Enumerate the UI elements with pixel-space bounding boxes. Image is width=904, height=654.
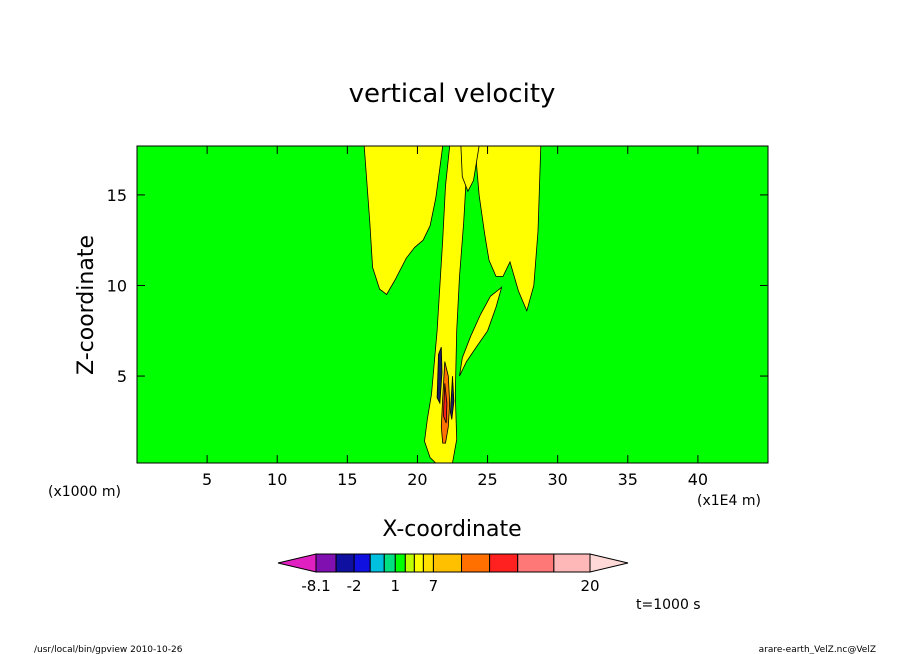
colorbar-swatch-3 [369,553,385,573]
colorbar-label-2: 1 [391,577,401,595]
x-unit-right: (x1E4 m) [697,493,761,509]
x-axis-ticks: 5 10 15 20 25 30 35 40 [202,146,708,489]
contour-region-yellow-2 [474,146,542,313]
x-tick-label-7: 40 [688,470,708,489]
colorbar-swatch-0 [315,553,337,573]
x-tick-label-6: 35 [618,470,638,489]
x-tick-label-2: 15 [337,470,357,489]
y-tick-label-0: 5 [117,367,127,386]
colorbar-swatch-10 [461,553,491,573]
colorbar-swatch-6 [404,553,415,573]
contour-region-red-6 [442,383,448,424]
colorbar-swatch-4 [383,553,396,573]
colorbar-swatch-9 [432,553,463,573]
contour-regions [363,146,542,463]
x-tick-label-5: 30 [547,470,567,489]
colorbar-label-0: -8.1 [301,577,330,595]
contour-region-yellow-4 [459,286,503,377]
x-tick-label-0: 5 [202,470,212,489]
y-axis-ticks: 5 10 15 [107,186,768,386]
colorbar: -8.1 -2 1 7 20 [277,553,629,595]
x-tick-label-1: 10 [267,470,287,489]
contour-region-yellow-3 [460,146,480,193]
y-tick-label-2: 15 [107,186,127,205]
contour-region-yellow-0 [363,146,444,296]
y-tick-label-1: 10 [107,276,127,295]
colorbar-arrow-low [277,553,317,573]
plot-area [137,146,768,463]
x-tick-label-4: 25 [477,470,497,489]
chart-title: vertical velocity [349,79,556,109]
contour-region-negative-7 [436,346,443,405]
colorbar-label-3: 7 [429,577,439,595]
plot-frame [136,145,769,464]
colorbar-swatch-5 [394,553,406,573]
contour-region-negative-8 [449,376,455,420]
colorbar-swatch-7 [413,553,424,573]
colorbar-swatch-13 [553,553,591,573]
y-axis-label: Z-coordinate [74,235,99,375]
x-axis-label: X-coordinate [382,517,521,542]
x-unit-left: (x1000 m) [48,484,121,500]
colorbar-swatch-8 [422,553,434,573]
colorbar-swatch-12 [517,553,555,573]
colorbar-swatch-1 [335,553,355,573]
footer-right: arare-earth_VelZ.nc@VelZ [759,645,876,654]
colorbar-arrow-high [589,553,629,573]
time-label: t=1000 s [636,597,701,613]
x-tick-label-3: 20 [407,470,427,489]
colorbar-label-4: 20 [580,577,599,595]
contour-region-yellow-1 [424,146,469,463]
colorbar-swatch-2 [353,553,371,573]
colorbar-swatch-11 [489,553,519,573]
colorbar-label-1: -2 [347,577,362,595]
footer-left: /usr/local/bin/gpview 2010-10-26 [34,645,183,654]
